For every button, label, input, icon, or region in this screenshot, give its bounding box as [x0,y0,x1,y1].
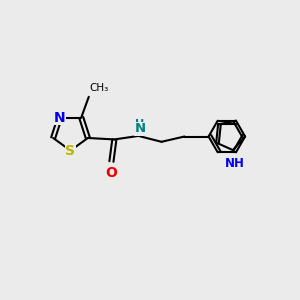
Text: S: S [65,144,76,158]
Text: CH₃: CH₃ [89,83,109,93]
Text: H: H [135,119,145,129]
Text: NH: NH [225,158,245,170]
Text: N: N [134,122,146,135]
Text: O: O [106,166,117,180]
Text: N: N [54,111,66,124]
